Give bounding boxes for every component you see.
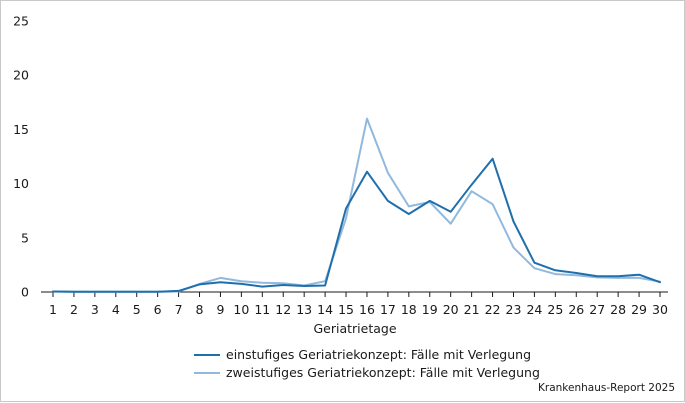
y-tick-labels: 0 5 10 15 20 25 (13, 14, 29, 300)
y-tick-label: 0 (21, 285, 29, 300)
x-tick-label: 25 (547, 302, 563, 317)
x-tick-label: 30 (652, 302, 668, 317)
x-tick-label: 2 (70, 302, 78, 317)
legend-label-einstufig: einstufiges Geriatriekonzept: Fälle mit … (226, 347, 531, 362)
x-tick-label: 28 (610, 302, 626, 317)
x-tick-label: 4 (112, 302, 120, 317)
x-tick-label: 24 (526, 302, 542, 317)
x-tick-label: 29 (631, 302, 647, 317)
x-tick-label: 15 (338, 302, 354, 317)
x-tick-label: 19 (422, 302, 438, 317)
series-line-einstufig (52, 157, 661, 293)
x-tick-label: 23 (506, 302, 522, 317)
x-tick-label: 7 (175, 302, 183, 317)
x-tick-label: 5 (133, 302, 141, 317)
x-tick-label: 11 (254, 302, 270, 317)
legend-label-zweistufig: zweistufiges Geriatriekonzept: Fälle mit… (226, 365, 540, 380)
legend: einstufiges Geriatriekonzept: Fälle mit … (194, 347, 540, 380)
x-tick-label: 21 (464, 302, 480, 317)
y-tick-label: 25 (13, 14, 29, 29)
y-tick-label: 5 (21, 230, 29, 245)
x-tick-label: 6 (154, 302, 162, 317)
source-note: Krankenhaus-Report 2025 (538, 382, 675, 394)
x-tick-label: 8 (196, 302, 204, 317)
x-tick-label: 26 (568, 302, 584, 317)
x-tick-label: 16 (359, 302, 375, 317)
x-tick-label: 14 (317, 302, 333, 317)
x-tick-label: 3 (91, 302, 99, 317)
series-line-zweistufig (52, 117, 661, 293)
x-tick-label: 9 (216, 302, 224, 317)
x-tick-label: 17 (380, 302, 396, 317)
series-lines (52, 117, 661, 293)
x-tick-label: 1 (49, 302, 57, 317)
x-tick-label: 20 (443, 302, 459, 317)
x-tick-labels: 1 2 3 4 5 6 7 8 9 10 11 12 13 14 15 16 17 18 19 20 21 22 23 24 2… (49, 292, 668, 317)
y-tick-label: 10 (13, 176, 29, 191)
x-tick-label: 18 (401, 302, 417, 317)
x-tick-label: 12 (275, 302, 291, 317)
x-tick-label: 22 (485, 302, 501, 317)
x-tick-label: 10 (233, 302, 249, 317)
x-tick-label: 27 (589, 302, 605, 317)
x-tick-label: 13 (296, 302, 312, 317)
y-tick-label: 15 (13, 122, 29, 137)
x-axis-title: Geriatrietage (313, 321, 396, 336)
y-tick-label: 20 (13, 68, 29, 83)
